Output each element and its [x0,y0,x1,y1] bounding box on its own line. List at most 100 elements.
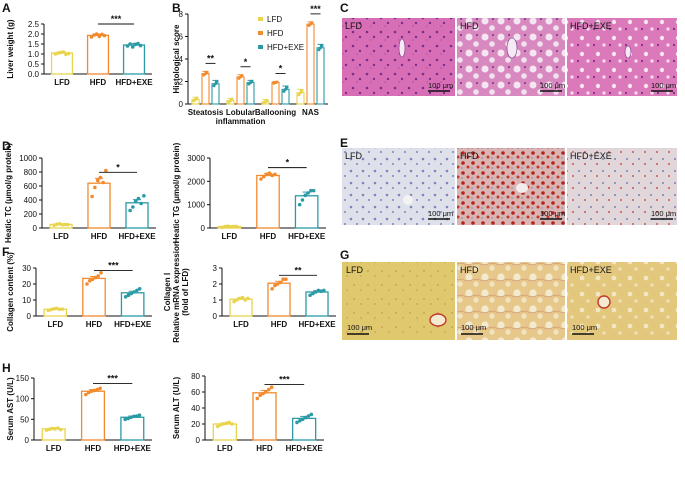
panel-letter-h: H [2,361,11,375]
point-f-2-3 [132,290,136,294]
x-tick-label-a-2: HFD+EXE [115,78,153,87]
point-b-3-2-2 [320,44,324,48]
point-f-2-0 [123,295,128,299]
sig-label-f-0: *** [108,260,119,270]
point-f2-0-5 [246,296,250,301]
point-f-1-2 [90,277,95,282]
y-tick-label-h-0: 0 [25,436,30,445]
point-d2-1-1 [261,174,266,179]
point-h-2-3 [131,414,136,419]
point-d2-0-2 [226,224,230,228]
scale-label-e-hfd-exe: 100 μm [651,209,676,218]
legend-label-hfd-exe: HFD+EXE [267,43,304,52]
point-d2-0-3 [228,225,233,229]
point-f2-2-2 [313,290,318,294]
micrograph-e-hfd [457,148,565,225]
point-h2-0-0 [215,424,220,429]
point-f2-1-2 [275,282,280,286]
y-tick-label-b-4: 8 [179,10,184,19]
sig-label-b-1: * [244,57,248,67]
point-a-1-3 [97,34,102,39]
point-h2-2-0 [295,420,299,425]
y-tick-label-a-0: 0.0 [28,70,40,79]
point-d2-2-2 [303,193,308,198]
x-tick-label-h-2: HFD+EXE [114,444,152,453]
sig-label-a-0: *** [111,14,122,24]
x-tick-label-d2-0: LFD [222,232,238,241]
chart-f: 0 10 20 30 Collagen content (%) LFD HFD HFD+EXE… [6,252,152,332]
x-tick-label-f2-1: HFD [271,320,288,329]
y-tick-label-d-1: 200 [24,210,38,219]
point-f2-2-0 [308,293,312,298]
image-label-g-lfd: LFD [346,265,364,275]
point-h2-1-2 [261,391,265,396]
y-tick-label-d-0: 0 [33,224,38,233]
panel-letter-d: D [2,139,11,153]
scale-label-c-hfd-exe: 100 μm [651,81,676,90]
point-h2-0-5 [230,422,234,426]
point-h2-0-3 [224,421,229,426]
legend-label-lfd: LFD [267,15,282,24]
point-f-0-0 [46,308,51,313]
y-tick-label-d-4: 800 [24,168,38,177]
point-d-0-4 [63,222,67,227]
bar-a-0 [50,52,74,75]
y-tick-label-d2-0: 0 [201,224,206,233]
sig-label-b-0: ** [207,53,215,63]
point-a-2-5 [138,43,143,48]
point-h-0-3 [53,427,57,431]
legend-swatch-hfd-exe [258,45,263,49]
point-f-1-4 [96,274,101,278]
point-d2-1-5 [273,172,277,177]
legend-swatch-lfd [258,17,263,21]
chart-d: 0 200 400 600 800 1000 Heatic TC (μmol/g prote… [4,143,156,243]
point-f2-0-0 [232,299,236,304]
y-tick-label-f-2: 20 [22,280,31,289]
point-a-2-4 [136,41,140,46]
point-h2-1-5 [269,385,274,390]
x-tick-label-a-1: HFD [90,78,107,87]
x-tick-label-h2-1: HFD [256,444,273,453]
y-tick-label-f-3: 30 [22,264,31,273]
scale-label-g-hfd: 100 μm [461,323,486,332]
point-f2-0-4 [243,298,247,302]
chart-b: 0 2 4 6 8 Histological score Steatosis Lobular i… [172,4,328,126]
y-tick-label-h2-2: 40 [191,404,200,413]
x-tick-label-a-0: LFD [54,78,70,87]
point-b-2-1-2 [275,80,279,84]
y-tick-label-h-2: 100 [16,395,30,404]
y-tick-label-a-3: 1.5 [28,40,40,49]
point-d2-0-0 [220,225,225,230]
point-d-1-5 [104,168,108,173]
y-tick-label-h2-3: 60 [191,388,200,397]
point-d-2-1 [131,205,135,209]
scale-label-e-hfd: 100 μm [540,209,565,218]
point-f2-1-4 [281,277,285,282]
point-d-1-3 [98,175,103,180]
micrograph-c-hfd-exe [567,18,677,96]
point-a-2-2 [130,45,135,49]
image-label-c-hfd: HFD [460,21,479,31]
point-h-1-1 [86,390,91,395]
point-f-2-5 [137,287,142,291]
y-tick-label-a-1: 0.5 [28,60,40,69]
point-d2-0-1 [223,224,227,229]
vessel-c-hfd [506,37,518,59]
point-d-2-0 [128,208,132,213]
y-tick-label-d2-3: 3000 [187,154,205,163]
point-d2-2-1 [300,198,305,202]
x-tick-label-b-1: Lobular inflammation [216,108,266,126]
point-h-2-2 [129,415,133,420]
scale-label-e-lfd: 100 μm [428,209,453,218]
point-d2-2-0 [297,202,302,207]
legend-swatch-hfd [258,31,263,35]
image-label-g-hfd-exe: HFD+EXE [570,265,612,275]
point-d-2-2 [133,199,138,204]
point-h2-0-2 [221,422,226,426]
x-tick-label-h-1: HFD [85,444,102,453]
point-f2-2-5 [322,288,326,293]
panel-letter-c: C [340,1,349,15]
micrograph-g-lfd [342,262,455,340]
point-d2-1-3 [267,171,272,175]
panel-letter-e: E [340,136,348,150]
